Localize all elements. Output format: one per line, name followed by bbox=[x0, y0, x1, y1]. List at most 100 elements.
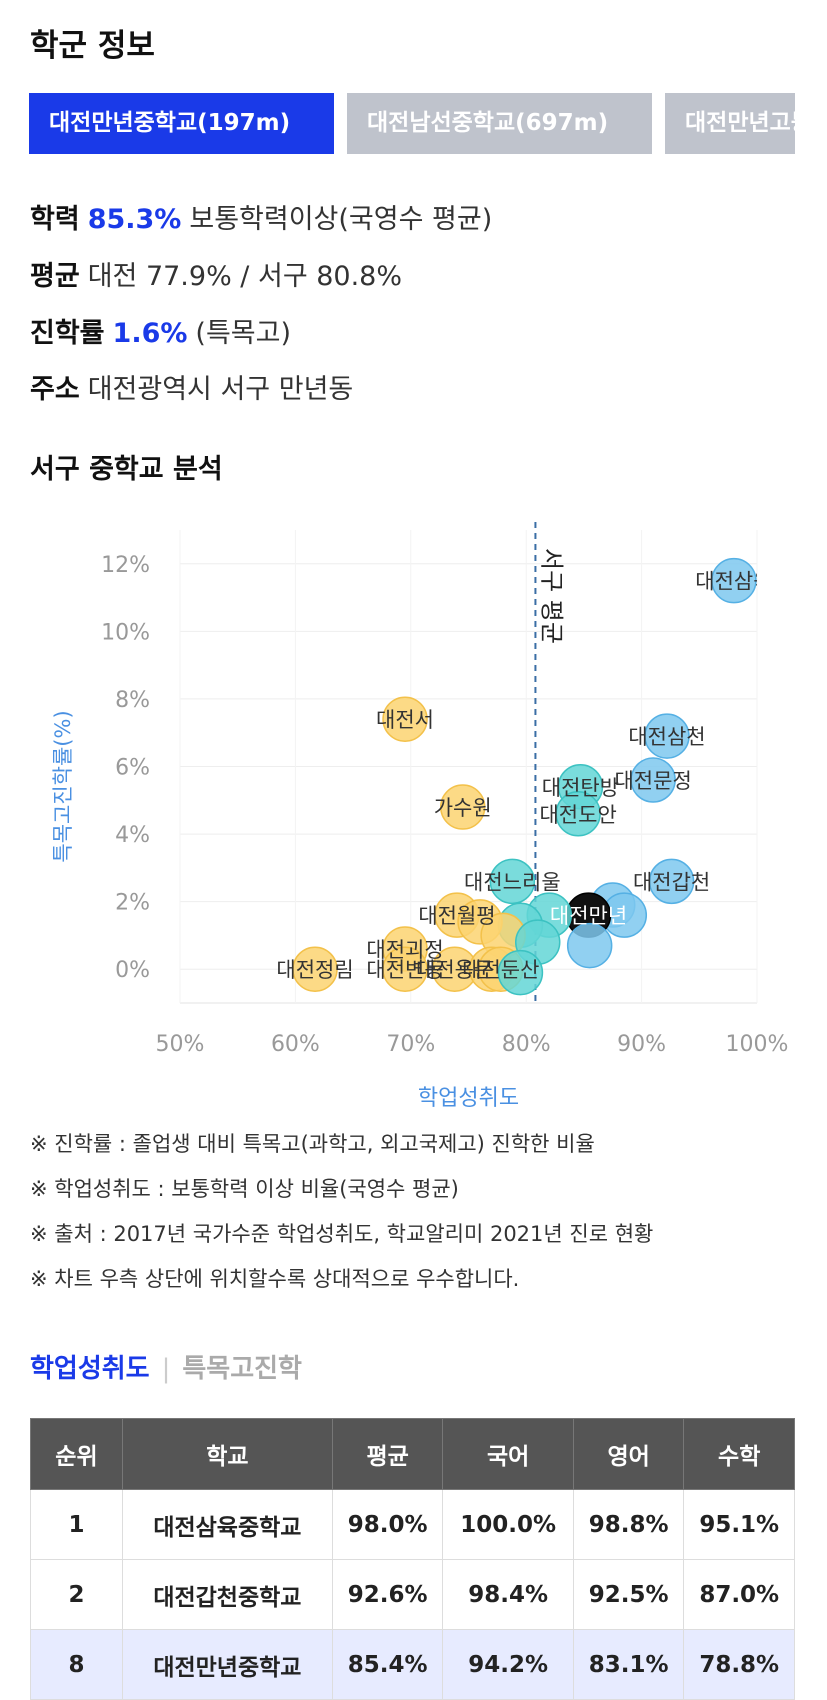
info-address-desc: 대전광역시 서구 만년동 bbox=[87, 374, 354, 405]
cell-korean: 98.4% bbox=[442, 1559, 574, 1630]
cell-school: 대전갑천중학교 bbox=[121, 1559, 333, 1630]
page-title: 학군 정보 bbox=[30, 28, 155, 64]
cell-school: 대전삼육중학교 bbox=[121, 1489, 333, 1560]
cell-school: 대전만년중학교 bbox=[121, 1629, 333, 1700]
x-tick-label: 100% bbox=[726, 1032, 789, 1057]
cell-math: 95.1% bbox=[683, 1489, 795, 1560]
subtab-special-high[interactable]: 특목고진학 bbox=[182, 1354, 302, 1384]
info-address: 주소 대전광역시 서구 만년동 bbox=[30, 367, 353, 406]
school-tabs: 대전만년중학교(197m) 대전남선중학교(697m) 대전만년고등학교(…) bbox=[29, 93, 795, 154]
x-tick-label: 70% bbox=[386, 1032, 435, 1057]
data-point-label: 대전느리울 bbox=[464, 870, 561, 894]
info-achievement-key: 학력 bbox=[30, 204, 80, 235]
info-address-key: 주소 bbox=[30, 374, 80, 405]
scatter-chart: 0% 2% 4% 6% 8% 10% 12% 50% 60% 70% 80% 90% 100% 학업성취도… bbox=[51, 522, 789, 1111]
info-average-key: 평균 bbox=[30, 261, 80, 292]
info-advance-key: 진학률 bbox=[30, 318, 105, 349]
data-point-label: 대전용문 bbox=[416, 958, 493, 982]
y-tick-label: 12% bbox=[101, 553, 150, 578]
y-axis-label: 특목고진학률(%) bbox=[51, 710, 75, 862]
y-tick-label: 6% bbox=[115, 756, 150, 781]
tab-school-1[interactable]: 대전만년중학교(197m) bbox=[29, 93, 334, 154]
cell-rank: 2 bbox=[30, 1559, 123, 1630]
data-point-label: 대전서 bbox=[376, 708, 434, 732]
note-2: ※ 학업성취도 : 보통학력 이상 비율(국영수 평균) bbox=[30, 1177, 459, 1201]
cell-rank: 1 bbox=[30, 1489, 123, 1560]
x-tick-label: 60% bbox=[271, 1032, 320, 1057]
table-header-row: 순위 학교 평균 국어 영어 수학 bbox=[30, 1418, 795, 1490]
data-point-label: 대전괴정 bbox=[366, 938, 443, 962]
header-korean: 국어 bbox=[442, 1418, 574, 1490]
header-school: 학교 bbox=[121, 1418, 333, 1490]
data-point[interactable] bbox=[555, 791, 601, 837]
info-average-desc: 대전 77.9% / 서구 80.8% bbox=[87, 261, 403, 292]
data-point[interactable] bbox=[648, 858, 695, 905]
data-point-label: 대전둔산 bbox=[462, 958, 539, 982]
note-1: ※ 진학률 : 졸업생 대비 특목고(과학고, 외고국제고) 진학한 비율 bbox=[30, 1132, 595, 1156]
cell-korean: 94.2% bbox=[442, 1629, 574, 1700]
y-tick-label: 0% bbox=[115, 958, 150, 983]
y-tick-label: 2% bbox=[115, 891, 150, 916]
info-achievement-desc: 보통학력이상(국영수 평균) bbox=[189, 204, 493, 235]
tab-school-2[interactable]: 대전남선중학교(697m) bbox=[347, 93, 652, 154]
ranking-subtabs: 학업성취도 | 특목고진학 bbox=[30, 1348, 302, 1385]
data-point-label: 대전월평 bbox=[418, 904, 495, 928]
reference-line-label: 서구 평균 bbox=[537, 548, 565, 644]
data-point[interactable] bbox=[497, 949, 544, 996]
data-point-label: 대전문정 bbox=[614, 769, 691, 793]
data-point[interactable] bbox=[382, 946, 428, 992]
data-point[interactable] bbox=[439, 784, 486, 830]
note-3: ※ 출처 : 2017년 국가수준 학업성취도, 학교알리미 2021년 진로 … bbox=[30, 1222, 654, 1246]
y-tick-label: 8% bbox=[115, 688, 150, 713]
cell-average: 85.4% bbox=[331, 1629, 444, 1700]
info-advance-value: 1.6% bbox=[112, 318, 188, 349]
cell-average: 98.0% bbox=[331, 1489, 444, 1560]
data-point[interactable] bbox=[382, 696, 428, 742]
cell-english: 98.8% bbox=[572, 1489, 685, 1560]
cell-math: 78.8% bbox=[683, 1629, 795, 1700]
y-tick-label: 4% bbox=[115, 823, 150, 848]
x-tick-label: 50% bbox=[156, 1032, 205, 1057]
subtab-achievement[interactable]: 학업성취도 bbox=[30, 1354, 150, 1384]
data-point-label: 대전정림 bbox=[276, 958, 353, 982]
info-achievement-value: 85.3% bbox=[87, 204, 182, 235]
section-title: 서구 중학교 분석 bbox=[30, 454, 223, 485]
data-point-label: 대전변동 bbox=[366, 958, 443, 982]
ranking-table: 순위 학교 평균 국어 영어 수학 1 대전삼육중학교 98.0% 100.0%… bbox=[30, 1418, 795, 1700]
data-point[interactable] bbox=[630, 757, 676, 803]
data-point-label: 대전삼천 bbox=[628, 725, 705, 749]
tab-school-3[interactable]: 대전만년고등학교(…) bbox=[665, 93, 795, 154]
y-tick-label: 10% bbox=[101, 620, 150, 645]
note-4: ※ 차트 우측 상단에 위치할수록 상대적으로 우수합니다. bbox=[30, 1267, 520, 1291]
header-math: 수학 bbox=[683, 1418, 795, 1490]
data-point-label: 대전삼육 bbox=[695, 570, 772, 594]
data-point[interactable] bbox=[644, 713, 690, 759]
data-point-label: 대전갑천 bbox=[633, 870, 710, 894]
cell-korean: 100.0% bbox=[442, 1489, 574, 1560]
header-english: 영어 bbox=[572, 1418, 685, 1490]
data-point[interactable] bbox=[566, 922, 613, 969]
cell-math: 87.0% bbox=[683, 1559, 795, 1630]
info-achievement: 학력 85.3% 보통학력이상(국영수 평균) bbox=[30, 197, 492, 236]
info-average: 평균 대전 77.9% / 서구 80.8% bbox=[30, 254, 402, 293]
x-tick-label: 80% bbox=[502, 1032, 551, 1057]
x-tick-label: 90% bbox=[617, 1032, 666, 1057]
info-advance-desc: (특목고) bbox=[195, 318, 292, 349]
data-point-label: 가수원 bbox=[434, 796, 492, 820]
table-row[interactable]: 2 대전갑천중학교 92.6% 98.4% 92.5% 87.0% bbox=[30, 1559, 795, 1630]
table-row-current[interactable]: 8 대전만년중학교 85.4% 94.2% 83.1% 78.8% bbox=[30, 1629, 795, 1700]
data-point[interactable] bbox=[292, 946, 338, 992]
cell-rank: 8 bbox=[30, 1629, 123, 1700]
data-point-label: 대전만년 bbox=[550, 904, 627, 928]
cell-average: 92.6% bbox=[331, 1559, 444, 1630]
table-row[interactable]: 1 대전삼육중학교 98.0% 100.0% 98.8% 95.1% bbox=[30, 1489, 795, 1560]
data-point-label: 대전탄방 bbox=[542, 776, 619, 800]
cell-english: 83.1% bbox=[572, 1629, 685, 1700]
data-point-label: 대전도안 bbox=[539, 803, 616, 827]
info-advance: 진학률 1.6% (특목고) bbox=[30, 311, 291, 350]
header-average: 평균 bbox=[331, 1418, 444, 1490]
subtab-divider: | bbox=[161, 1354, 171, 1384]
data-point[interactable] bbox=[711, 557, 757, 604]
data-point[interactable] bbox=[489, 858, 536, 905]
